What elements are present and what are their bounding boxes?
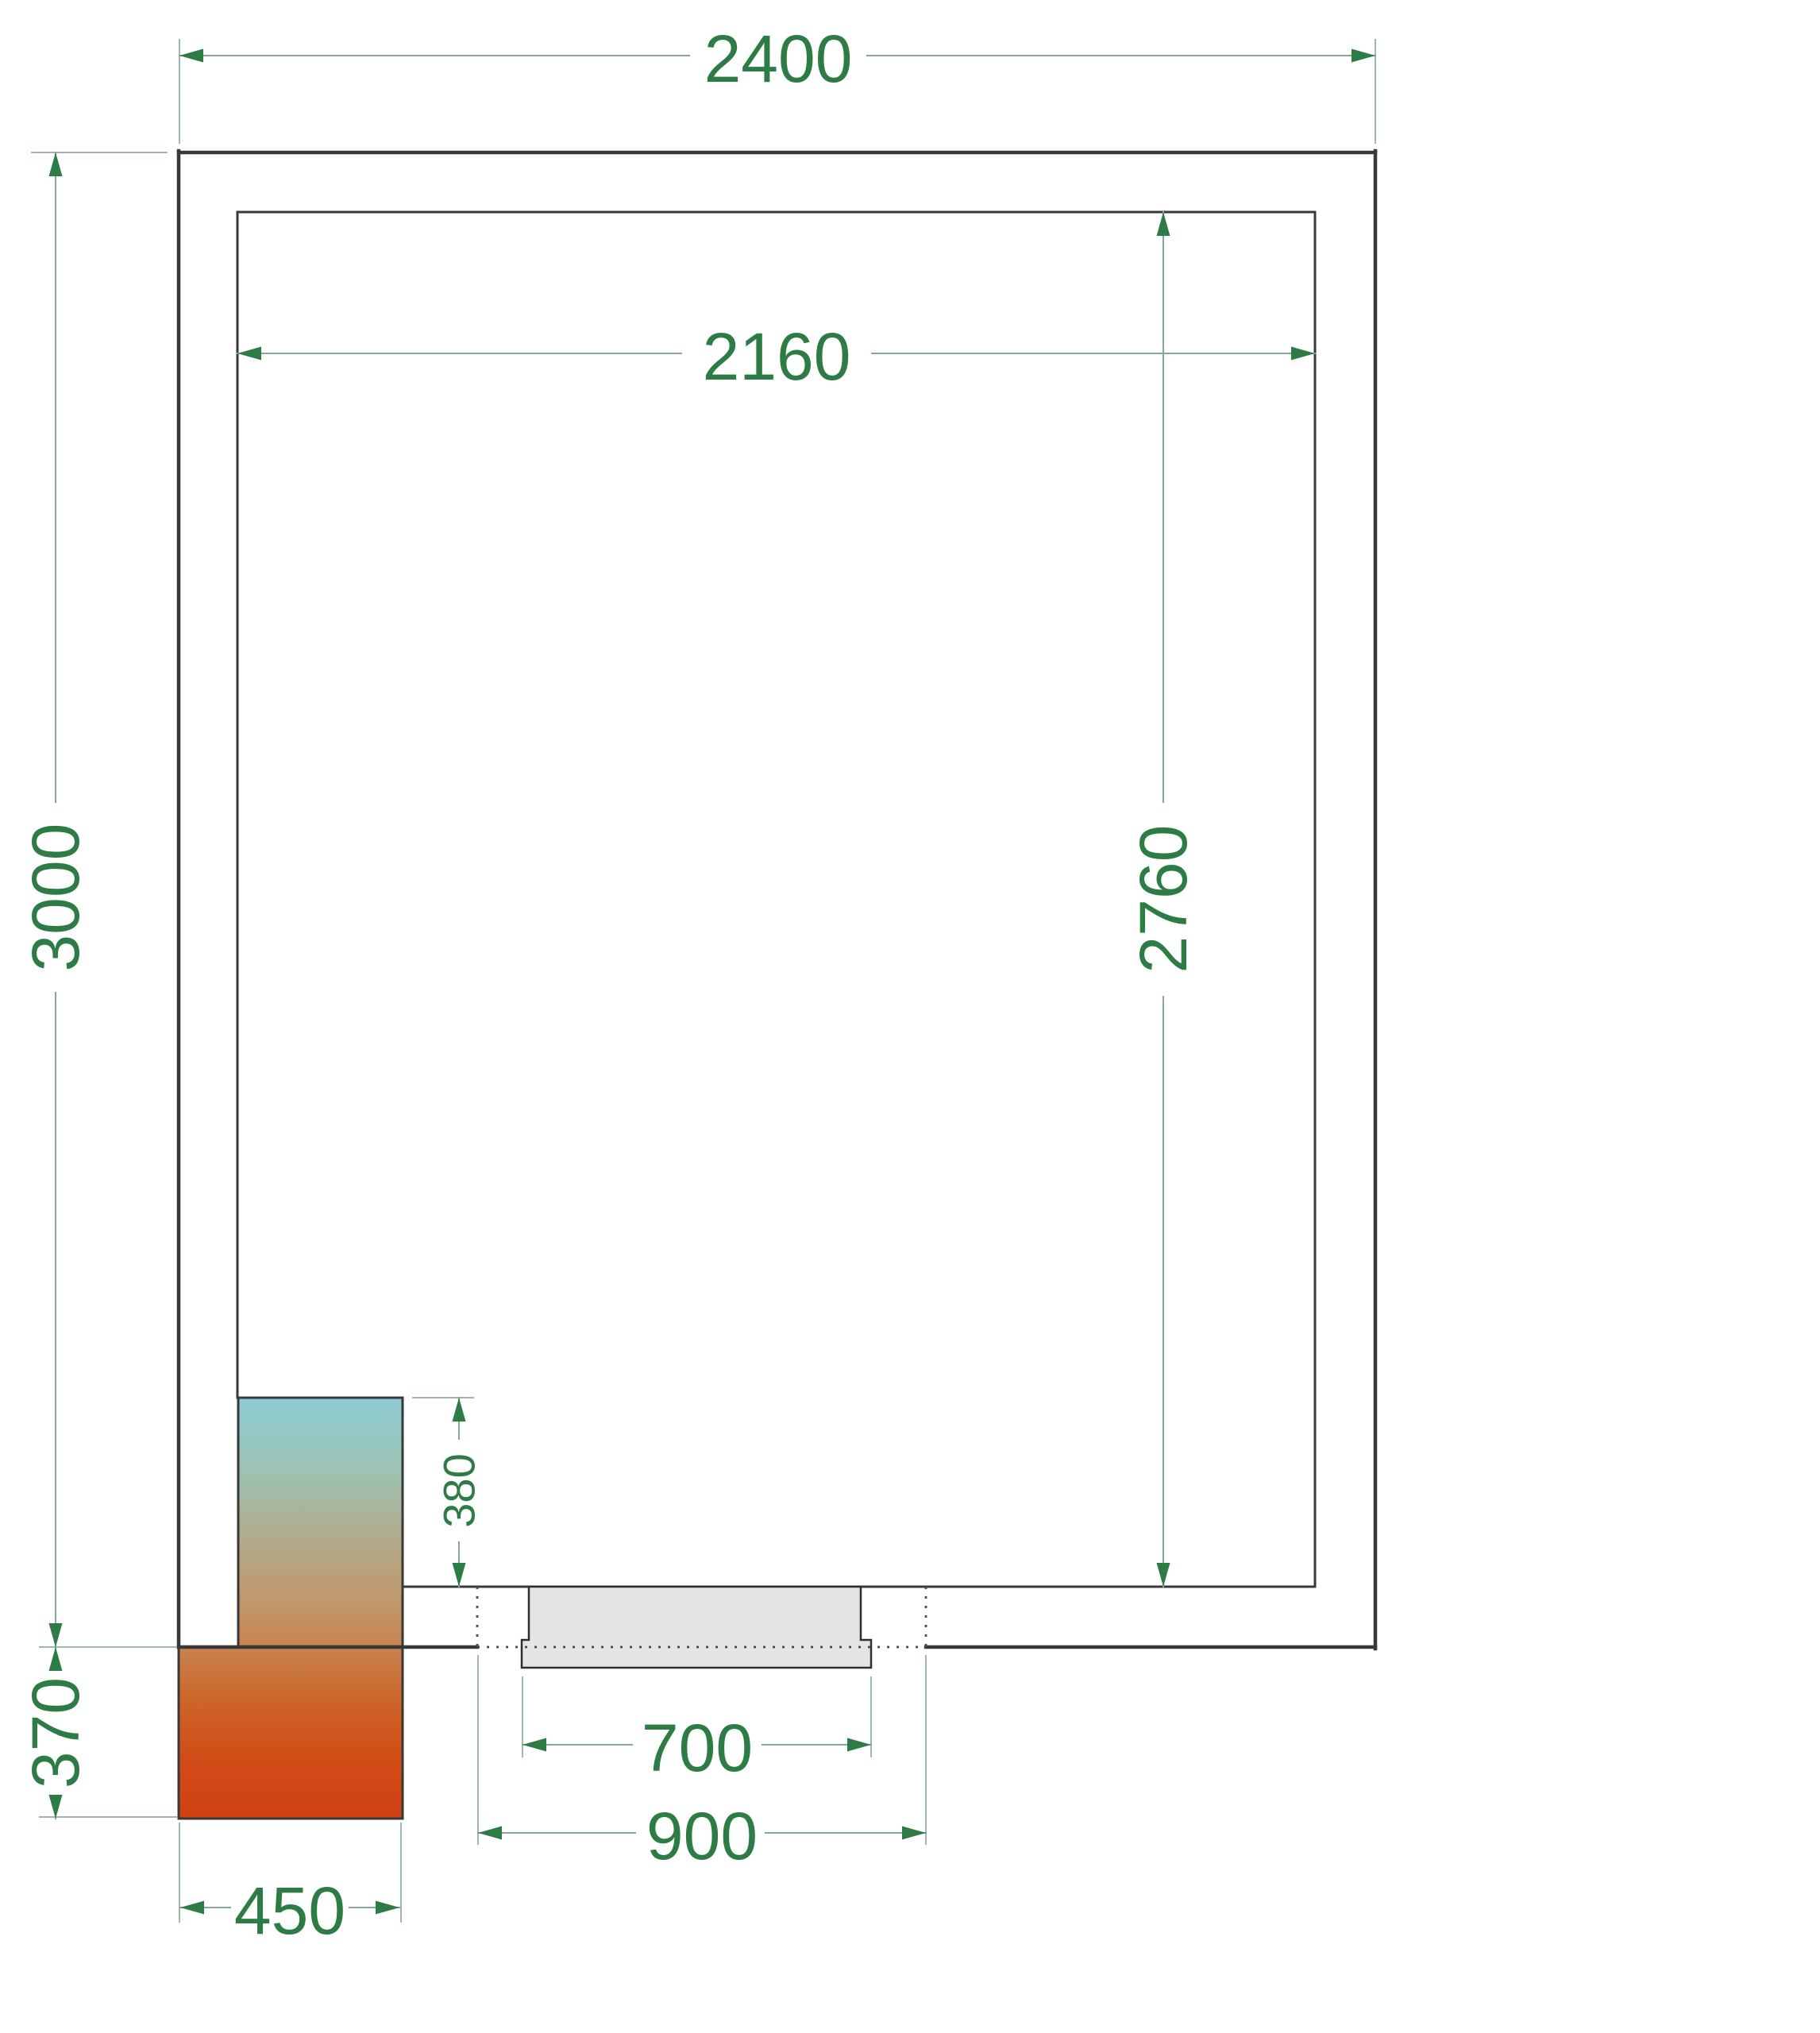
dimension-arrowhead (48, 152, 63, 176)
dimension-arrowhead (48, 1623, 63, 1647)
dimension-door-opening-width: 900 (477, 1655, 927, 1873)
dimension-overall-width: 2400 (179, 21, 1376, 144)
dimension-unit-protrusion-depth: 370 (18, 1646, 177, 1819)
dimension-label: 700 (642, 1711, 753, 1785)
dimension-arrowhead (452, 1563, 466, 1587)
door-leaf (520, 1585, 873, 1669)
dimension-arrowhead (48, 1795, 63, 1819)
dimension-label: 2760 (1126, 825, 1201, 974)
dimension-arrowhead (1156, 1563, 1170, 1587)
dimension-arrowhead (902, 1826, 926, 1840)
dimension-inner-depth: 2760 (1126, 211, 1201, 1587)
dimension-door-leaf-width: 700 (522, 1676, 872, 1785)
dimension-arrowhead (522, 1738, 546, 1752)
door-opening-hidden-lines (476, 1587, 927, 1649)
dimension-arrowhead (1291, 346, 1315, 361)
dimension-label: 900 (646, 1799, 758, 1873)
dimension-overall-depth: 3000 (18, 152, 177, 1648)
dimension-arrowhead (847, 1738, 871, 1752)
dimension-label: 2400 (704, 21, 853, 96)
dimension-label: 370 (18, 1677, 93, 1788)
dimension-arrowhead (478, 1826, 502, 1840)
dimension-arrowhead (48, 1647, 63, 1671)
dimension-arrowhead (1352, 48, 1375, 63)
dimension-unit-inside-depth: 380 (412, 1397, 484, 1587)
dimension-inner-width: 2160 (237, 319, 1316, 394)
dimension-arrowhead (179, 48, 203, 63)
dimension-arrowhead (452, 1398, 466, 1422)
dimension-arrowhead (376, 1900, 399, 1915)
dimension-arrowhead (180, 1900, 204, 1915)
dimension-label: 2160 (703, 319, 851, 394)
dimension-label: 450 (234, 1873, 345, 1948)
dimension-label: 380 (434, 1453, 484, 1527)
dimension-label: 3000 (18, 824, 93, 972)
dimension-arrowhead (1156, 212, 1170, 236)
dimension-unit-width: 450 (179, 1823, 402, 1948)
dimension-arrowhead (237, 346, 261, 361)
